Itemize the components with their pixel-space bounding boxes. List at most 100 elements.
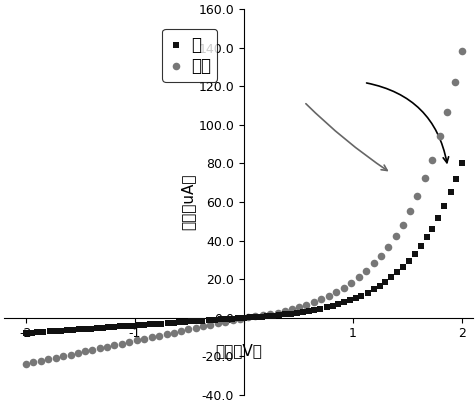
光照 bbox=[169, 329, 177, 336]
暗 bbox=[99, 324, 107, 331]
光照 bbox=[280, 308, 288, 314]
光照 bbox=[177, 328, 185, 334]
暗 bbox=[52, 328, 60, 334]
光照 bbox=[199, 323, 207, 330]
暗 bbox=[104, 324, 112, 330]
光照 bbox=[184, 326, 192, 333]
暗 bbox=[316, 306, 324, 312]
光照 bbox=[74, 350, 81, 356]
光照 bbox=[406, 208, 413, 214]
暗 bbox=[181, 319, 188, 325]
光照 bbox=[22, 361, 30, 367]
光照 bbox=[52, 354, 60, 361]
光照 bbox=[89, 347, 96, 353]
光照 bbox=[413, 193, 420, 199]
暗 bbox=[146, 321, 154, 328]
光照 bbox=[29, 359, 37, 366]
光照 bbox=[383, 244, 391, 250]
暗 bbox=[40, 328, 47, 335]
光照 bbox=[427, 156, 435, 163]
暗 bbox=[217, 316, 224, 323]
暗 bbox=[240, 315, 248, 321]
光照 bbox=[287, 306, 295, 313]
暗 bbox=[416, 243, 424, 249]
暗 bbox=[187, 318, 195, 325]
暗 bbox=[116, 323, 124, 330]
暗 bbox=[251, 314, 259, 320]
暗 bbox=[375, 282, 383, 289]
光照 bbox=[244, 314, 251, 320]
暗 bbox=[446, 189, 454, 196]
光照 bbox=[103, 344, 111, 350]
暗 bbox=[258, 313, 265, 320]
光照 bbox=[457, 48, 465, 55]
Legend: 暗, 光照: 暗, 光照 bbox=[162, 29, 217, 82]
光照 bbox=[258, 312, 266, 318]
暗 bbox=[193, 318, 200, 324]
光照 bbox=[450, 79, 458, 85]
光照 bbox=[59, 353, 66, 359]
暗 bbox=[222, 316, 229, 322]
光照 bbox=[229, 317, 237, 323]
暗 bbox=[157, 320, 165, 327]
光照 bbox=[317, 296, 325, 303]
光照 bbox=[37, 358, 45, 364]
暗 bbox=[387, 274, 394, 281]
光照 bbox=[361, 268, 369, 274]
暗 bbox=[198, 317, 206, 324]
暗 bbox=[93, 325, 100, 331]
暗 bbox=[122, 323, 130, 329]
光照 bbox=[206, 322, 214, 328]
暗 bbox=[263, 313, 270, 319]
光照 bbox=[391, 233, 398, 239]
暗 bbox=[339, 299, 347, 306]
X-axis label: 电压（V）: 电压（V） bbox=[215, 343, 261, 358]
暗 bbox=[399, 263, 407, 270]
暗 bbox=[210, 317, 218, 323]
暗 bbox=[204, 317, 212, 324]
光照 bbox=[192, 324, 200, 331]
暗 bbox=[169, 319, 177, 326]
光照 bbox=[295, 304, 303, 311]
暗 bbox=[286, 311, 294, 317]
暗 bbox=[28, 329, 36, 336]
暗 bbox=[363, 289, 371, 296]
光照 bbox=[325, 293, 332, 299]
暗 bbox=[380, 279, 388, 285]
暗 bbox=[175, 319, 182, 326]
光照 bbox=[133, 337, 140, 344]
光照 bbox=[125, 339, 133, 346]
光照 bbox=[214, 320, 221, 326]
暗 bbox=[163, 320, 171, 326]
光照 bbox=[148, 334, 155, 341]
光照 bbox=[273, 309, 281, 316]
光照 bbox=[155, 333, 162, 339]
暗 bbox=[33, 329, 41, 336]
暗 bbox=[80, 326, 88, 332]
光照 bbox=[118, 340, 126, 347]
光照 bbox=[44, 356, 51, 363]
光照 bbox=[302, 302, 309, 308]
暗 bbox=[310, 307, 317, 313]
光照 bbox=[442, 109, 450, 116]
暗 bbox=[151, 321, 159, 327]
暗 bbox=[292, 310, 300, 316]
暗 bbox=[275, 312, 283, 318]
暗 bbox=[369, 286, 377, 293]
暗 bbox=[440, 203, 447, 209]
暗 bbox=[140, 322, 148, 328]
光照 bbox=[162, 331, 170, 337]
光照 bbox=[332, 289, 339, 295]
光照 bbox=[96, 345, 104, 352]
暗 bbox=[404, 258, 412, 265]
暗 bbox=[298, 309, 306, 315]
暗 bbox=[57, 327, 65, 334]
暗 bbox=[128, 322, 135, 329]
光照 bbox=[339, 284, 347, 291]
暗 bbox=[427, 226, 435, 232]
暗 bbox=[305, 308, 312, 314]
暗 bbox=[234, 315, 242, 322]
暗 bbox=[357, 292, 365, 299]
光照 bbox=[376, 252, 384, 259]
暗 bbox=[63, 327, 71, 333]
